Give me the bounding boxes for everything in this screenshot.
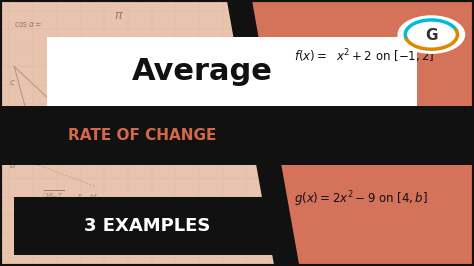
Bar [47,37,417,106]
Text: Average: Average [132,57,273,86]
Bar [14,197,280,255]
Text: $\sqrt{\dfrac{3R_mT}{M}}\ D{=}\dfrac{E}{C}{=}\dfrac{hf}{C}$: $\sqrt{\dfrac{3R_mT}{M}}\ D{=}\dfrac{E}{… [38,189,99,207]
Text: $b$: $b$ [9,159,17,170]
Text: 3 EXAMPLES: 3 EXAMPLES [84,217,210,235]
Polygon shape [237,0,474,266]
Text: $ctg\,\alpha = \dfrac{AC}{BC} = \dfrac{b}{a}$: $ctg\,\alpha = \dfrac{AC}{BC} = \dfrac{b… [62,123,113,139]
Text: $f(x) = 4x^2 - 7$ on $[1, b]$: $f(x) = 4x^2 - 7$ on $[1, b]$ [294,119,424,136]
Text: $\pi$: $\pi$ [114,9,123,22]
Circle shape [398,16,465,53]
Text: $g(x) = 2x^2 - 9$ on $[4, b]$: $g(x) = 2x^2 - 9$ on $[4, b]$ [294,190,428,209]
Text: $\alpha$: $\alpha$ [9,121,17,130]
Text: $\cos\alpha =$: $\cos\alpha =$ [14,20,42,29]
Text: RATE OF CHANGE: RATE OF CHANGE [68,128,217,143]
Text: $f(x) =\ \ x^2 + 2$ on $[-1, 2]$: $f(x) =\ \ x^2 + 2$ on $[-1, 2]$ [294,47,434,65]
Polygon shape [228,0,299,266]
Text: $c$: $c$ [9,78,16,87]
Text: G: G [425,28,438,43]
Bar [0,106,474,165]
